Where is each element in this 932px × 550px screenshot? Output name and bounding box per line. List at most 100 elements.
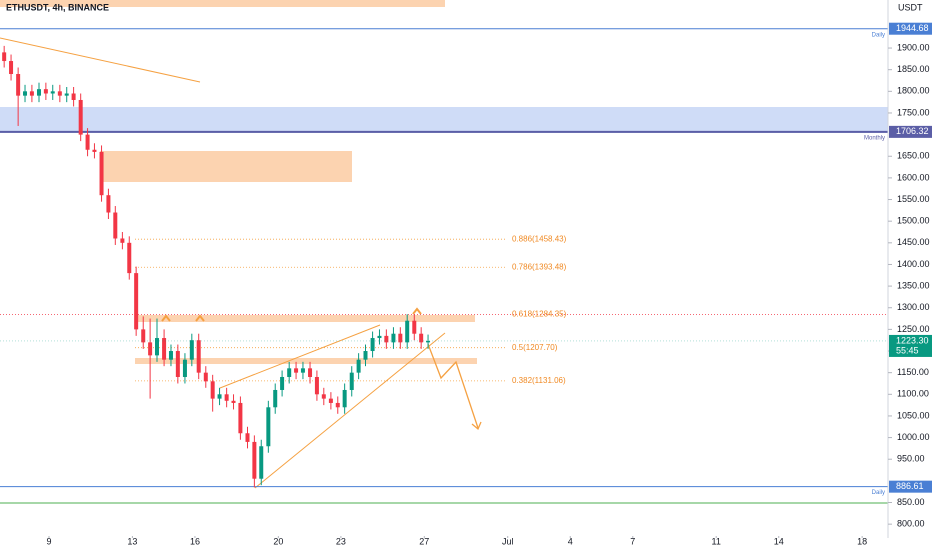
- y-tick-label: 1600.00: [897, 172, 930, 182]
- x-tick-label: 23: [336, 536, 346, 546]
- y-tick-label: 1800.00: [897, 86, 930, 96]
- touch-mark: [195, 314, 205, 322]
- candle-body: [29, 91, 34, 96]
- x-tick-label: 9: [46, 536, 51, 546]
- candle-body: [370, 338, 375, 352]
- candle-body: [377, 335, 382, 339]
- supply-zone: [0, 0, 445, 7]
- level-name: Daily: [872, 32, 885, 38]
- fib-label: 0.382(1131.06): [512, 376, 566, 385]
- candle-body: [419, 333, 424, 343]
- candle-body: [16, 74, 21, 96]
- candle-body: [168, 351, 173, 360]
- last-price-label: 1223.30: [896, 335, 929, 345]
- candle-body: [384, 335, 389, 343]
- candle-body: [134, 273, 139, 330]
- y-tick-label: 1900.00: [897, 42, 930, 52]
- y-tick-label: 1250.00: [897, 324, 930, 334]
- candle-body: [189, 340, 194, 360]
- y-tick-label: 1050.00: [897, 410, 930, 420]
- candle-body: [182, 359, 187, 377]
- y-tick-label: 850.00: [897, 497, 925, 507]
- candle-body: [426, 340, 431, 343]
- level-name: Daily: [872, 490, 885, 496]
- plot: 0.886(1458.43) 0.786(1393.48) 0.618(1284.3…: [0, 28, 888, 504]
- candle-body: [342, 389, 347, 408]
- candle-body: [363, 351, 368, 360]
- candle-body: [99, 151, 104, 196]
- candle-body: [141, 329, 146, 343]
- candle-body: [43, 89, 48, 94]
- fib-label: 0.618(1284.35): [512, 310, 567, 319]
- candle-body: [308, 368, 313, 377]
- y-tick-label: 1150.00: [897, 367, 929, 377]
- y-tick-label: 1100.00: [897, 389, 929, 399]
- x-tick-label: 11: [712, 536, 721, 546]
- candle-body: [300, 368, 305, 373]
- candle-body: [2, 52, 7, 62]
- y-tick-label: 800.00: [897, 519, 925, 529]
- y-tick-label: 1650.00: [897, 151, 930, 161]
- price-axis: [888, 0, 932, 550]
- resistance-zone: [135, 315, 475, 322]
- candle-body: [113, 212, 118, 239]
- candle-body: [245, 433, 250, 442]
- level-tag: [889, 22, 932, 35]
- candle-body: [9, 61, 14, 75]
- candle-body: [50, 91, 55, 94]
- x-tick-label: Jul: [502, 536, 514, 546]
- fib-label: 0.786(1393.48): [512, 262, 567, 271]
- touch-mark: [412, 307, 422, 315]
- x-tick-label: 16: [190, 536, 200, 546]
- y-tick-label: 1500.00: [897, 216, 930, 226]
- level-tag-label: 1944.68: [896, 23, 929, 33]
- y-tick-label: 1450.00: [897, 237, 930, 247]
- x-tick-label: 14: [774, 536, 784, 546]
- candle-body: [127, 242, 132, 274]
- x-tick-label: 18: [857, 536, 867, 546]
- candle-body: [259, 446, 264, 479]
- last-price-tag: [889, 334, 932, 357]
- candle-body: [64, 93, 69, 96]
- candle-body: [175, 351, 180, 377]
- level-name: Monthly: [864, 135, 885, 141]
- candle-body: [162, 338, 167, 360]
- support-zone: [135, 358, 477, 364]
- wedge-line: [219, 324, 381, 389]
- candle-body: [294, 368, 299, 373]
- countdown: 55:45: [896, 345, 919, 355]
- level-tag: [889, 480, 932, 493]
- y-tick-label: 1000.00: [897, 432, 930, 442]
- x-tick-label: 20: [273, 536, 283, 546]
- level-tag: [889, 125, 932, 138]
- candle-body: [78, 99, 83, 135]
- y-tick-label: 1750.00: [897, 107, 930, 117]
- candle-body: [273, 389, 278, 408]
- candle-body: [314, 376, 319, 395]
- candle-body: [85, 134, 90, 150]
- candle-body: [349, 372, 354, 390]
- candle-body: [155, 338, 160, 356]
- candle-body: [252, 441, 257, 479]
- x-tick-label: 7: [630, 536, 635, 546]
- candle-body: [106, 195, 111, 213]
- touch-mark: [161, 314, 171, 322]
- projection-arrow: [427, 343, 479, 429]
- level-tag-label: 1706.32: [896, 126, 929, 136]
- y-tick-label: 1400.00: [897, 259, 930, 269]
- candle-body: [356, 359, 361, 373]
- y-tick-label: 1550.00: [897, 194, 930, 204]
- currency: USDT: [898, 2, 923, 12]
- candle-body: [36, 89, 41, 96]
- candle-body: [398, 333, 403, 343]
- candle-body: [210, 381, 215, 399]
- candle-body: [196, 340, 201, 373]
- symbol-title: ETHUSDT, 4h, BINANCE: [6, 2, 109, 12]
- x-tick-label: 13: [127, 536, 137, 546]
- candle-body: [412, 320, 417, 334]
- candle-body: [287, 368, 292, 377]
- x-tick-label: 27: [419, 536, 429, 546]
- candle-body: [391, 333, 396, 343]
- arrow-head: [471, 421, 482, 431]
